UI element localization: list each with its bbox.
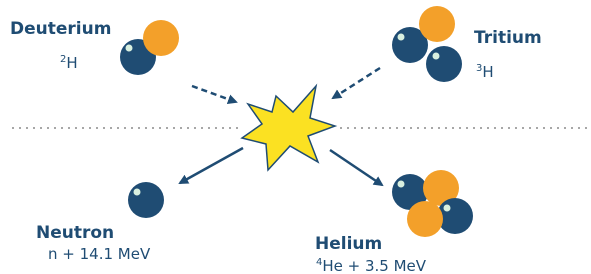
helium-nucleus (392, 170, 473, 237)
node-formula: 3H (476, 63, 494, 81)
node-name: Helium (315, 234, 382, 254)
symbol: H (482, 63, 493, 81)
node-formula: 4He + 3.5 MeV (316, 257, 427, 274)
tritium-nucleus (392, 6, 462, 82)
node-name: Neutron (36, 223, 114, 243)
node-formula: 2H (60, 54, 78, 72)
neutron-particle (128, 182, 164, 218)
fusion-star (242, 86, 335, 170)
node-formula: n + 14.1 MeV (48, 245, 151, 263)
symbol: H (66, 54, 77, 72)
diagram: Deuterium 2H Tritium 3H Neutron n + 14.1… (0, 0, 591, 274)
arrow (333, 68, 380, 98)
node-name: Tritium (474, 28, 542, 48)
arrow (180, 148, 243, 183)
deuterium-nucleus (120, 20, 179, 75)
arrow (192, 86, 236, 102)
node-name: Deuterium (10, 19, 111, 39)
symbol: He + 3.5 MeV (322, 257, 426, 274)
arrow (330, 150, 382, 185)
